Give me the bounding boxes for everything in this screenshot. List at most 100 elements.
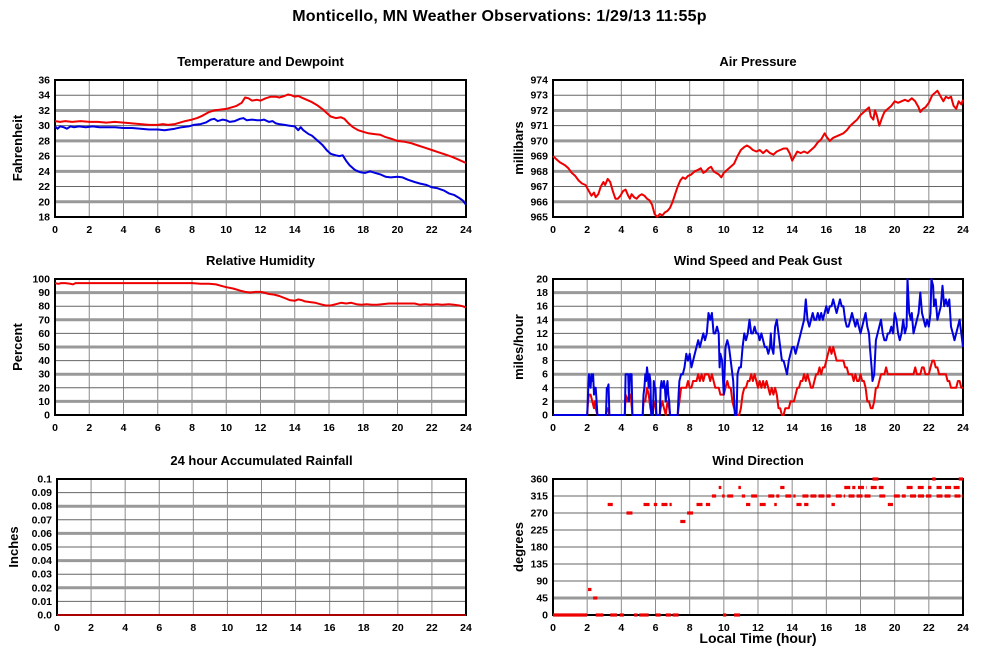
y-tick-label: 26 (38, 151, 50, 163)
x-tick-label: 12 (752, 622, 764, 634)
y-tick-label: 0.0 (37, 610, 52, 622)
x-tick-label: 8 (189, 422, 195, 434)
plot-frame (552, 478, 964, 616)
x-tick-label: 18 (357, 422, 369, 434)
x-tick-label: 4 (121, 422, 127, 434)
x-tick-label: 8 (687, 622, 693, 634)
y-tick-label: 4 (542, 382, 548, 394)
y-tick-labels: 0.0 0.01 0.020.03 0.040.05 0.06 0.070.08 0.090… (32, 474, 53, 622)
x-tick-label: 8 (190, 622, 196, 634)
plot-frame (54, 79, 467, 218)
x-tick-label: 2 (584, 622, 590, 634)
y-tick-label: 45 (536, 593, 548, 605)
series-temperature (54, 93, 467, 164)
x-tick-label: 24 (957, 224, 969, 236)
x-tick-label: 24 (460, 224, 472, 236)
y-tick-label: 28 (38, 135, 50, 147)
y-tick-label: 100 (32, 274, 50, 286)
x-tick-label: 8 (189, 224, 195, 236)
x-tick-label: 18 (357, 224, 369, 236)
chart-wind-speed-gust: 0 2 4 6 8 10 12 14 16 18 20 22 24 0 2 4 6 8 10 12 14 16 18 20 W… (500, 240, 999, 440)
y-tick-label: 30 (38, 120, 50, 132)
x-tick-label: 0 (550, 622, 556, 634)
series-pressure (552, 89, 964, 218)
x-tick-label: 18 (855, 622, 867, 634)
x-tick-label: 2 (584, 422, 590, 434)
y-tick-label: 971 (530, 120, 548, 132)
x-tick-label: 10 (718, 224, 730, 236)
x-tick-label: 22 (923, 422, 935, 434)
x-tick-label: 0 (550, 224, 556, 236)
x-tick-label: 12 (255, 224, 267, 236)
y-tick-label: 24 (38, 166, 50, 178)
series-peak-gust (553, 278, 964, 416)
x-tick-label: 0 (54, 622, 60, 634)
y-tick-label: 270 (530, 508, 548, 520)
y-tick-label: 16 (536, 301, 548, 313)
y-tick-label: 2 (542, 396, 548, 408)
y-tick-label: 0.02 (32, 582, 53, 594)
y-tick-label: 6 (542, 369, 548, 381)
x-tick-label: 12 (752, 224, 764, 236)
grid (55, 80, 466, 217)
y-axis-label: degrees (511, 522, 526, 572)
y-tick-label: 10 (536, 342, 548, 354)
y-tick-label: 135 (530, 559, 548, 571)
y-tick-label: 90 (536, 576, 548, 588)
x-axis-label: Local Time (hour) (699, 630, 817, 646)
x-tick-label: 4 (122, 622, 128, 634)
relative-humidity-plot: 0 2 4 6 8 10 12 14 16 18 20 22 240102030405060708090… (32, 274, 472, 435)
series-humidity (54, 282, 467, 309)
x-tick-label: 14 (289, 224, 301, 236)
x-tick-label: 12 (752, 422, 764, 434)
x-tick-label: 24 (957, 622, 969, 634)
x-tick-label: 18 (358, 622, 370, 634)
y-tick-labels: 965 966 967 968 969 970 971 972 973 974 (530, 75, 548, 224)
x-tick-label: 22 (426, 422, 438, 434)
y-tick-label: 0.06 (32, 528, 53, 540)
y-tick-label: 60 (38, 328, 50, 340)
x-tick-labels: 0 2 4 6 8 10 12 14 16 18 20 22 24 (52, 422, 472, 434)
y-tick-label: 973 (530, 90, 548, 102)
x-tick-label: 18 (855, 422, 867, 434)
temperature-dewpoint-plot: 0 2 4 6 8 10 12 14 16 18 20 22 241820222426283032343… (38, 75, 472, 237)
y-tick-label: 36 (38, 75, 50, 87)
x-tick-label: 20 (889, 224, 901, 236)
y-tick-label: 10 (38, 396, 50, 408)
y-tick-label: 225 (530, 525, 548, 537)
y-tick-label: 969 (530, 151, 548, 163)
x-tick-label: 24 (957, 422, 969, 434)
x-tick-label: 2 (88, 622, 94, 634)
x-tick-label: 20 (392, 422, 404, 434)
x-tick-label: 4 (618, 622, 624, 634)
y-tick-label: 0.05 (32, 542, 53, 554)
y-tick-label: 315 (530, 491, 548, 503)
y-tick-label: 974 (530, 75, 548, 87)
x-tick-label: 16 (323, 422, 335, 434)
x-tick-label: 16 (820, 422, 832, 434)
x-tick-label: 6 (155, 224, 161, 236)
chart-title: Wind Speed and Peak Gust (673, 253, 843, 268)
y-tick-label: 965 (530, 212, 548, 224)
x-tick-label: 4 (121, 224, 127, 236)
x-tick-label: 4 (618, 422, 624, 434)
y-tick-label: 70 (38, 314, 50, 326)
y-tick-label: 180 (530, 542, 548, 554)
x-tick-label: 0 (550, 422, 556, 434)
x-tick-label: 8 (687, 422, 693, 434)
x-tick-labels: 0 2 4 6 8 10 12 14 16 18 20 22 24 (52, 224, 472, 236)
x-tick-labels: 0 2 4 6 8 10 12 14 16 18 20 22 24 (54, 622, 472, 634)
series-wind-speed (553, 346, 963, 416)
x-tick-label: 16 (323, 224, 335, 236)
y-tick-label: 20 (38, 196, 50, 208)
x-tick-label: 16 (324, 622, 336, 634)
grid (553, 479, 963, 615)
y-tick-label: 32 (38, 105, 50, 117)
grid (57, 479, 466, 615)
y-axis-label: Percent (10, 323, 25, 371)
y-tick-label: 30 (38, 369, 50, 381)
plot-frame (54, 278, 467, 416)
